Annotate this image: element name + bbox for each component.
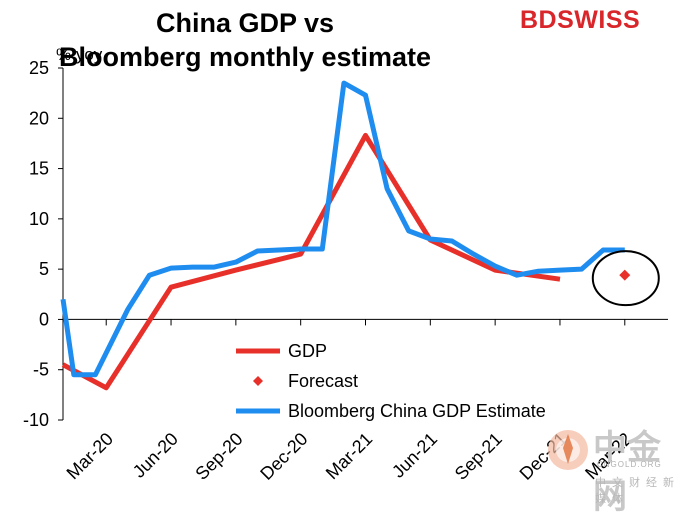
y-tick-label: 5 bbox=[39, 259, 49, 279]
y-tick-label: 20 bbox=[29, 108, 49, 128]
y-tick-label: 15 bbox=[29, 159, 49, 179]
y-tick-label: 10 bbox=[29, 209, 49, 229]
watermark-subtitle: 中文财经新媒体 bbox=[595, 476, 680, 505]
y-tick-label: 0 bbox=[39, 309, 49, 329]
series-line-gdp bbox=[61, 132, 561, 391]
x-tick-label: Mar-20 bbox=[63, 429, 117, 483]
legend-label: GDP bbox=[288, 341, 327, 361]
legend-label: Forecast bbox=[288, 371, 358, 391]
y-tick-label: -10 bbox=[23, 410, 49, 430]
x-tick-label: Sep-20 bbox=[191, 429, 246, 484]
forecast-marker bbox=[619, 269, 631, 281]
y-axis-label: % yoy bbox=[56, 45, 103, 64]
x-tick-label: Jun-20 bbox=[129, 429, 182, 482]
forecast-circle-annotation bbox=[591, 250, 660, 307]
watermark-url: CNGOLD.ORG bbox=[597, 460, 662, 469]
chart-title-line2: Bloomberg monthly estimate bbox=[58, 42, 432, 72]
legend-swatch-1 bbox=[253, 376, 263, 386]
chart-canvas: -10 -5 0 5 10 15 20 25 % yoy Mar-20 Jun-20 Sep-20 De… bbox=[23, 45, 668, 484]
x-tick-label: Dec-20 bbox=[256, 429, 311, 484]
series-line-bloomberg-china-gdp-estimate bbox=[60, 80, 625, 378]
x-tick-label: Mar-21 bbox=[322, 429, 376, 483]
y-tick-label: -5 bbox=[33, 360, 49, 380]
chart-title-line1: China GDP vs bbox=[155, 8, 335, 38]
y-tick-label: 25 bbox=[29, 58, 49, 78]
x-tick-label: Sep-21 bbox=[451, 429, 506, 484]
x-tick-label: Jun-21 bbox=[388, 429, 441, 482]
brand-logo: BDSWISS bbox=[520, 6, 641, 34]
watermark: 中金网 CNGOLD.ORG 中文财经新媒体 bbox=[543, 420, 693, 517]
legend-label: Bloomberg China GDP Estimate bbox=[288, 401, 546, 421]
watermark-logo-icon bbox=[548, 430, 588, 470]
